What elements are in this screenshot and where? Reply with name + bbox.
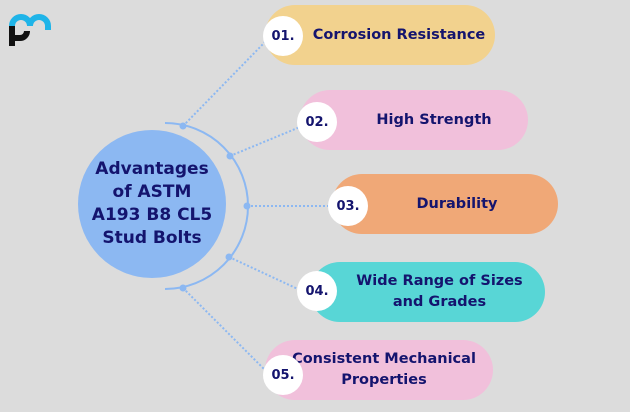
item-3: Durability	[332, 174, 558, 234]
dot-1	[179, 122, 187, 130]
item-number: 05.	[263, 355, 303, 395]
item-number: 01.	[263, 16, 303, 56]
item-label: Wide Range of Sizes and Grades	[356, 273, 523, 310]
item-5: Consistent Mechanical Properties	[265, 340, 493, 400]
title-line: Stud Bolts	[102, 228, 202, 248]
item-number: 04.	[297, 271, 337, 311]
dot-5	[179, 284, 187, 292]
item-4: Wide Range of Sizes and Grades	[310, 262, 545, 322]
logo-icon	[9, 14, 51, 46]
item-2: High Strength	[300, 90, 528, 150]
connector-1	[182, 41, 266, 127]
title-line: A193 B8 CL5	[91, 205, 213, 225]
center-title: Advantages of ASTM A193 B8 CL5 Stud Bolt…	[78, 130, 226, 278]
dot-2	[226, 152, 234, 160]
connector-2	[229, 126, 301, 157]
item-label: High Strength	[376, 111, 492, 128]
item-label: Consistent Mechanical Properties	[292, 351, 476, 388]
title-line: Advantages	[95, 159, 209, 179]
item-number: 02.	[297, 102, 337, 142]
item-1: Corrosion Resistance	[265, 5, 495, 65]
item-number: 03.	[328, 186, 368, 226]
connector-4	[228, 256, 301, 291]
title-line: of ASTM	[112, 182, 192, 202]
dot-3	[243, 202, 251, 210]
item-label: Durability	[416, 195, 498, 212]
dot-4	[225, 253, 233, 261]
item-label: Corrosion Resistance	[312, 26, 486, 43]
connector-5	[182, 287, 266, 371]
